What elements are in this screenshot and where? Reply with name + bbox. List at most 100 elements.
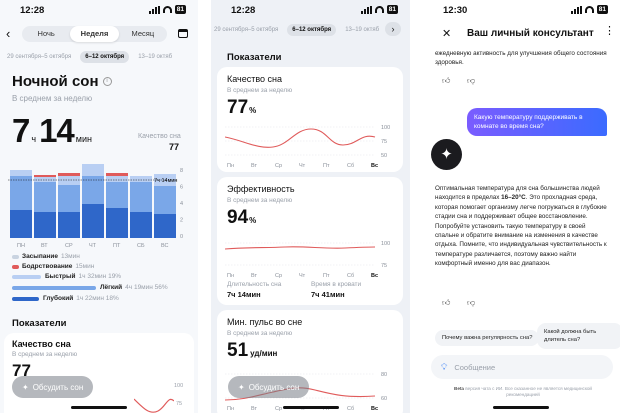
thumbs-up-icon[interactable]: 👍︎ [442,76,451,85]
lightbulb-icon: 💡︎ [441,361,448,372]
efficiency-card[interactable]: Эффективность В среднем за неделю 94 % 1… [217,177,403,305]
date-chip-active[interactable]: 6–12 октября [287,24,337,36]
suggestion-chip[interactable]: Какой должна быть длитель сна? [537,323,620,349]
message-input[interactable]: 💡︎ Сообщение [431,355,613,379]
tab-month[interactable]: Месяц [131,29,155,38]
message-placeholder: Сообщение [454,362,496,372]
y-tick-label: 2 [180,218,183,224]
day-label: Сб [347,273,354,279]
duration-value: 7ч 14мин [227,290,261,299]
home-indicator [283,406,339,409]
status-time: 12:28 [20,5,45,16]
day-label: Ср [275,273,282,279]
stage-bar-segment [10,210,32,238]
y-tick-label: 4 [180,201,183,207]
stage-bar-segment [34,212,56,238]
date-range-chips: 29 сентября–5 октября 6–12 октября 13–19… [2,51,177,63]
thumbs-up-icon[interactable]: 👍︎ [442,298,451,307]
legend-swatch [12,254,19,259]
discuss-sleep-button[interactable]: ✦ Обсудить сон [12,376,94,398]
y-tick-label: 75 [381,263,387,269]
stage-bar-segment [58,173,80,176]
status-bar: 12:28 81 [211,5,410,17]
day-label: Ср [275,163,282,169]
page-title: Ночной сон i [12,73,112,90]
minutes-value: 14 [39,112,75,149]
quality-card[interactable]: Качество сна В среднем за неделю 77 100 … [4,333,194,413]
discuss-sleep-button[interactable]: ✦ Обсудить сон [228,376,310,398]
day-label: Чт [299,406,306,412]
calendar-icon[interactable] [178,29,188,38]
date-range-chips: 29 сентября–5 октября 6–12 октября 13–19… [211,24,384,36]
stage-bar-segment [154,186,176,214]
legend-row: Лёгкий 4ч 19мин 56% [12,284,177,291]
signal-icon [360,5,372,14]
sleep-week-screen: 12:28 81 ‹ Ночь Неделя Месяц 29 сентября… [0,0,198,413]
card-value: 77 [12,361,31,380]
legend-value: 4ч 19мин 56% [125,284,168,291]
average-label: 7ч 14мин [154,178,177,184]
stage-bar-segment [130,182,152,212]
card-subtitle: В среднем за неделю [227,330,293,337]
legend-value: 13мин [60,253,80,260]
card-tick: 100 [174,383,184,389]
thumbs-down-icon[interactable]: 👎︎ [467,76,476,85]
header-title: Ваш личный консультант [467,28,594,39]
close-icon[interactable]: ✕ [442,28,452,40]
back-chevron-icon[interactable]: ‹ [6,26,11,41]
day-label: Пн [227,273,234,279]
sparkle-icon: ✦ [22,382,29,392]
legend-row: Быстрый 1ч 32мин 19% [12,273,177,280]
battery-icon: 81 [596,5,608,14]
card-value: 94 % [227,207,257,228]
legend-swatch [12,275,41,279]
date-chip[interactable]: 29 сентября–5 октября [7,54,72,60]
day-label: Сб [347,406,354,412]
card-title: Эффективность [227,184,295,194]
legend-value: 1ч 32мин 19% [78,273,122,280]
home-indicator [493,406,549,409]
series-line [225,246,376,250]
wifi-icon [374,6,384,13]
y-tick-label: 100 [381,241,390,247]
metrics-screen: 12:28 81 29 сентября–5 октября 6–12 октя… [211,0,410,413]
suggestion-chip[interactable]: Почему важна регулярность сна? [435,330,540,346]
stage-bar-segment [154,214,176,238]
date-chip[interactable]: 29 сентября–5 октября [214,27,279,33]
battery-icon: 81 [386,5,398,14]
stage-bar-segment [58,212,80,238]
y-tick-label: 6 [180,185,183,191]
info-icon[interactable]: i [102,77,112,86]
date-chip-active[interactable]: 6–12 октября [80,51,130,63]
day-label: ВТ [41,243,48,249]
card-title: Мин. пульс во сне [227,317,303,327]
stage-bar-segment [10,176,32,210]
legend-row: Бодрствование 15мин [12,263,94,270]
y-tick-label: 75 [381,139,387,145]
chevron-right-icon[interactable]: › [385,22,401,36]
stage-bar-segment [130,176,152,182]
day-label: СБ [137,243,145,249]
stage-bar-segment [82,176,104,204]
tab-night[interactable]: Ночь [37,29,55,38]
y-tick-label: 50 [381,153,387,159]
card-title: Качество сна [12,339,71,349]
stage-bar-segment [58,176,80,185]
date-chip[interactable]: 13–19 октяб [138,54,173,60]
more-menu-icon[interactable]: ⋮ [604,25,615,37]
sleep-stages-chart: 7ч 14мин 8 6 4 2 0 ПН ВТ СР ЧТ ПТ СБ ВС [8,164,183,249]
quality-card[interactable]: Качество сна В среднем за неделю 77 % 10… [217,67,403,172]
day-label: ПТ [113,243,121,249]
thumbs-down-icon[interactable]: 👎︎ [467,298,476,307]
stage-bar-segment [106,208,128,238]
status-time: 12:28 [231,5,256,16]
legend-swatch [12,264,19,269]
day-label: Вт [251,163,257,169]
status-time: 12:30 [443,5,468,16]
day-label: ВС [161,243,168,249]
card-subtitle: В среднем за неделю [227,197,293,204]
day-label: Ср [275,406,282,412]
stage-bar-segment [82,164,104,176]
date-chip[interactable]: 13–19 октяб [345,27,380,33]
tab-week[interactable]: Неделя [70,26,119,42]
